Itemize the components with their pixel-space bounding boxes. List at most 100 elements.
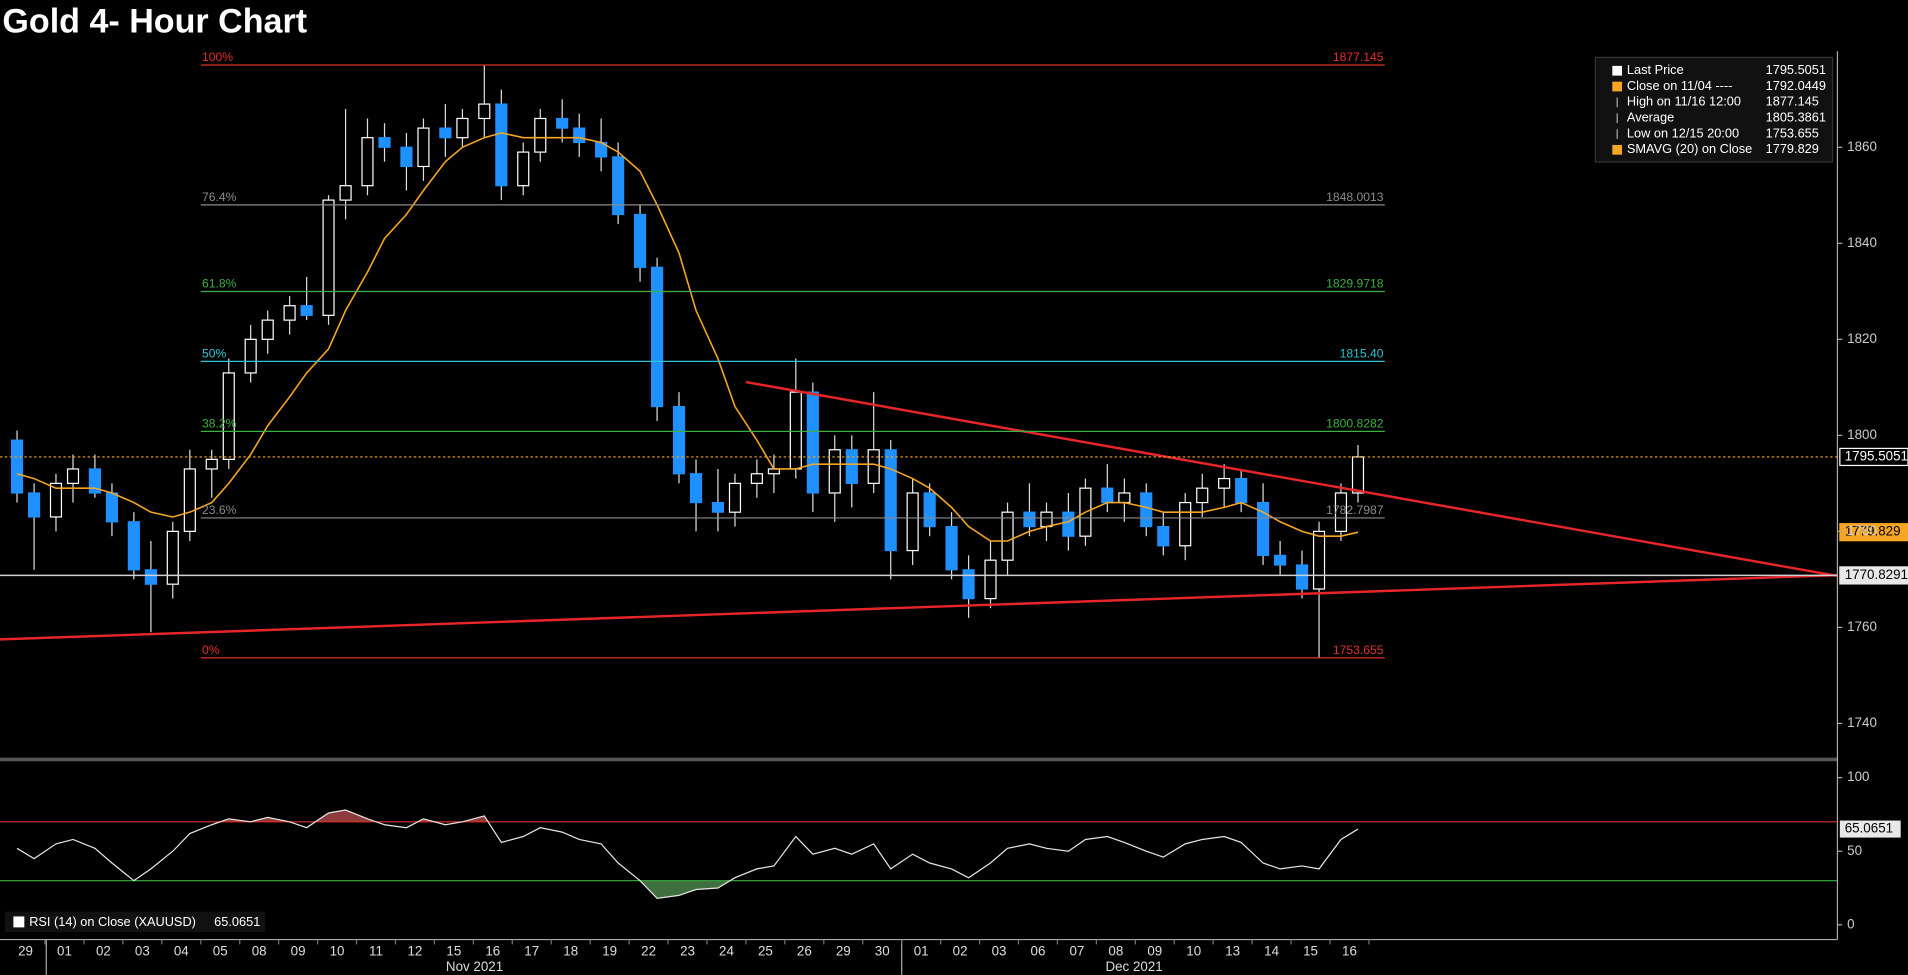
candle-body — [728, 482, 742, 513]
candle-body — [612, 156, 625, 216]
candle-body — [633, 213, 647, 268]
x-tick-label: 04 — [174, 943, 189, 958]
legend-label: Close on 11/04 ---- — [1627, 78, 1732, 93]
x-tick-label: 02 — [953, 943, 968, 958]
candle-body — [222, 372, 235, 460]
x-tick-label: 19 — [602, 943, 617, 958]
candle-body — [105, 492, 119, 523]
x-tick-label: 12 — [407, 943, 422, 958]
candle-body — [261, 319, 274, 340]
legend-box — [1594, 56, 1834, 163]
rsi-tick-label: 0 — [1847, 916, 1854, 931]
rsi-line — [16, 809, 1359, 899]
candle-body — [1040, 511, 1053, 528]
candle-body — [906, 492, 919, 552]
candle-body — [711, 501, 725, 513]
candle-body — [1351, 456, 1365, 494]
rsi-tick-label: 50 — [1847, 843, 1862, 858]
sma-line — [16, 132, 1359, 542]
candle-body — [689, 473, 703, 504]
rsi-overbought-area — [220, 810, 489, 822]
candle-body — [1179, 501, 1192, 547]
candle-body — [1235, 477, 1248, 504]
x-tick-label: 08 — [252, 943, 267, 958]
legend-value: 1877.145 — [1766, 94, 1819, 109]
trendline — [0, 573, 1838, 641]
month-label: Nov 2021 — [446, 959, 503, 974]
rsi-legend-value: 65.0651 — [214, 914, 260, 929]
annotations: 1795.5051 1779.829 1770.8291 Last Price 1795… — [1594, 56, 1908, 585]
sma-label-box — [1839, 523, 1908, 542]
candle-body — [244, 338, 257, 374]
rsi-value-label: 65.0651 — [1845, 821, 1893, 836]
x-tick-label: 03 — [135, 943, 150, 958]
candle-body — [750, 473, 763, 484]
sma-label: 1779.829 — [1845, 524, 1901, 539]
fib-value: 1829.9718 — [1326, 276, 1384, 290]
rsi-legend-label: RSI (14) on Close (XAUUSD) — [29, 914, 196, 929]
candle-body — [27, 492, 41, 518]
fib-value: 1877.145 — [1333, 50, 1384, 64]
fib-label: 50% — [202, 346, 227, 360]
x-tick-label: 15 — [1303, 943, 1318, 958]
legend-label: SMAVG (20) on Close — [1627, 141, 1752, 156]
x-tick-label: 02 — [96, 943, 111, 958]
candle-body — [1274, 554, 1287, 566]
candle-body — [1295, 564, 1309, 590]
candle-body — [456, 117, 469, 139]
x-tick-label: 29 — [18, 943, 33, 958]
candle-body — [144, 569, 157, 585]
y-tick-label: 1840 — [1847, 235, 1877, 250]
candle-body — [867, 449, 880, 484]
legend-swatch — [1612, 65, 1623, 76]
candle-body — [478, 103, 491, 120]
candle-body — [283, 305, 296, 321]
candle-body — [573, 127, 586, 144]
x-tick-label: 17 — [524, 943, 539, 958]
level-label: 1770.8291 — [1845, 567, 1908, 582]
candle-body — [828, 449, 841, 494]
legend-value: 1805.3861 — [1766, 110, 1826, 125]
x-tick-label: 18 — [563, 943, 578, 958]
legend-label: Last Price — [1627, 62, 1684, 77]
x-tick-label: 09 — [291, 943, 306, 958]
candle-body — [205, 458, 218, 470]
x-tick-label: 23 — [680, 943, 695, 958]
y-tick-label: 1780 — [1847, 523, 1877, 538]
x-tick-label: 09 — [1147, 943, 1162, 958]
candle-body — [1312, 530, 1326, 590]
x-tick-label: 11 — [369, 943, 383, 958]
rsi-tick-label: 100 — [1847, 769, 1869, 784]
fib-label: 76.4% — [202, 190, 237, 204]
fib-value: 1753.655 — [1333, 643, 1384, 657]
candle-body — [962, 569, 975, 600]
candle-body — [439, 127, 452, 139]
rsi-oversold-area — [17, 880, 1358, 899]
legend-value: 1792.0449 — [1766, 78, 1826, 93]
candle-body — [127, 521, 140, 571]
fib-label: 100% — [202, 50, 233, 64]
x-tick-label: 01 — [57, 943, 72, 958]
candle-body — [1118, 492, 1131, 504]
candle-body — [845, 449, 858, 484]
x-tick-label: 03 — [992, 943, 1007, 958]
legend-label: High on 11/16 12:00 — [1627, 94, 1741, 109]
fib-label: 23.6% — [202, 503, 237, 517]
candle-body — [556, 117, 569, 129]
last-price-label-box — [1839, 447, 1908, 467]
candle-body — [66, 468, 80, 484]
candle-body — [1256, 501, 1270, 556]
legend-swatch — [1612, 144, 1623, 155]
legend-value: 1779.829 — [1766, 141, 1819, 156]
y-tick-label: 1820 — [1847, 331, 1877, 346]
candle-body — [1196, 487, 1209, 504]
candle-body — [378, 137, 391, 148]
x-tick-label: 01 — [914, 943, 929, 958]
candle-body — [1157, 525, 1170, 547]
rsi-legend-box — [4, 911, 266, 933]
candle-body — [1334, 492, 1348, 532]
x-tick-label: 25 — [758, 943, 773, 958]
x-tick-label: 07 — [1069, 943, 1084, 958]
